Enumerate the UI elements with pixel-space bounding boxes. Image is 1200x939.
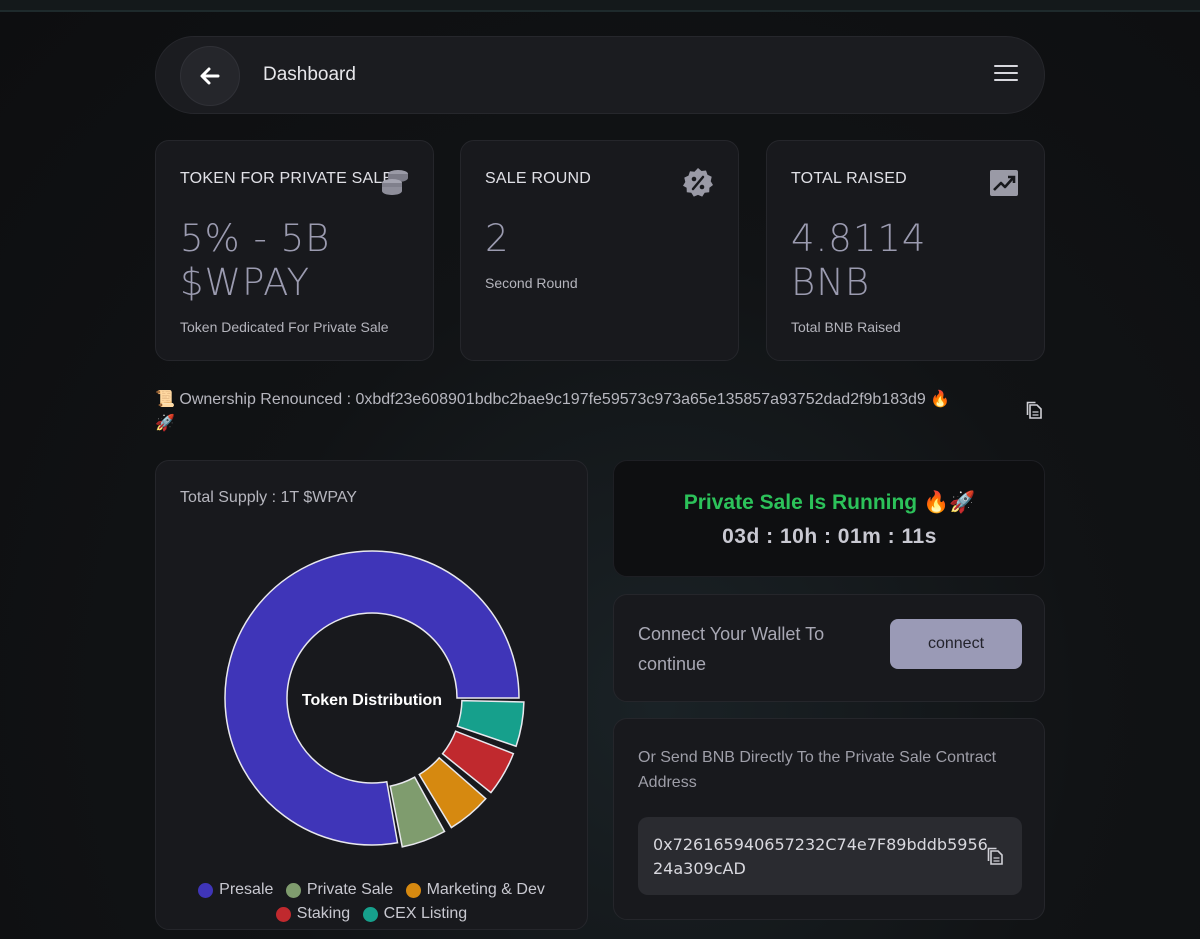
connect-wallet-text: Connect Your Wallet To continue: [638, 624, 825, 674]
legend-dot: [362, 906, 378, 922]
legend-item-presale[interactable]: Presale: [198, 881, 273, 899]
legend-dot: [275, 906, 291, 922]
stat-subtitle: Total BNB Raised: [791, 319, 901, 335]
donut-slice-cex-listing[interactable]: [456, 699, 525, 748]
donut-chart: Token Distribution: [224, 550, 525, 848]
ownership-text: Ownership Renounced : 0xbdf23e608901bdbc…: [179, 391, 926, 408]
stat-value-line: 4.8114: [791, 217, 927, 260]
stat-card-total-raised: TOTAL RAISED 4.8114 BNB Total BNB Raised: [766, 140, 1045, 361]
menu-button[interactable]: [994, 65, 1018, 85]
chart-legend-row-2: Staking CEX Listing: [156, 905, 587, 927]
stat-value: 2: [485, 217, 510, 261]
menu-line: [994, 79, 1018, 81]
contract-address[interactable]: 0x726165940657232C74e7F89bddb595624a309c…: [653, 835, 988, 878]
legend-item-staking[interactable]: Staking: [275, 905, 351, 923]
legend-label: Presale: [219, 881, 274, 898]
legend-item-marketing-dev[interactable]: Marketing & Dev: [405, 881, 545, 899]
stat-value-line: 2: [485, 217, 510, 260]
menu-line: [994, 65, 1018, 67]
stat-subtitle: Second Round: [485, 275, 578, 291]
donut-slice-staking[interactable]: [441, 730, 515, 794]
ownership-renounced: 📜 Ownership Renounced : 0xbdf23e608901bd…: [155, 388, 985, 436]
total-supply-label: Total Supply : 1T $WPAY: [180, 489, 357, 506]
coins-stack-icon: [382, 170, 408, 195]
countdown-timer: 03d : 10h : 01m : 11s: [722, 525, 937, 548]
connect-button[interactable]: connect: [890, 619, 1022, 669]
legend-dot: [285, 882, 301, 898]
contract-address-box: 0x726165940657232C74e7F89bddb595624a309c…: [638, 817, 1022, 895]
donut-slice-presale[interactable]: [224, 550, 520, 846]
rocket-emoji: 🚀: [155, 415, 175, 432]
token-distribution-card: Total Supply : 1T $WPAY Token Distributi…: [155, 460, 588, 930]
sale-status-title: Private Sale Is Running 🔥🚀: [683, 491, 976, 514]
copy-icon[interactable]: [987, 847, 1004, 866]
header-bar: Dashboard: [155, 36, 1045, 114]
stat-value: 5% - 5B $WPAY: [180, 217, 330, 305]
legend-label: Marketing & Dev: [426, 881, 545, 898]
arrow-left-icon: [200, 67, 220, 85]
page-title: Dashboard: [263, 64, 356, 85]
stat-value: 4.8114 BNB: [791, 217, 926, 305]
scroll-emoji: 📜: [155, 391, 175, 408]
top-border: [0, 0, 1200, 12]
percent-badge-icon: [683, 168, 713, 197]
legend-dot: [405, 882, 421, 898]
stat-title: SALE ROUND: [485, 170, 592, 187]
stat-value-line: 5% - 5B: [180, 217, 331, 260]
legend-item-private-sale[interactable]: Private Sale: [285, 881, 394, 899]
direct-send-text: Or Send BNB Directly To the Private Sale…: [638, 749, 997, 791]
legend-item-cex-listing[interactable]: CEX Listing: [362, 905, 468, 923]
direct-send-card: Or Send BNB Directly To the Private Sale…: [613, 718, 1045, 920]
stat-card-sale-round: SALE ROUND 2 Second Round: [460, 140, 739, 361]
chart-legend: Presale Private Sale Marketing & Dev: [156, 881, 587, 903]
menu-line: [994, 72, 1018, 74]
legend-dot: [198, 882, 214, 898]
stat-value-line: BNB: [791, 261, 871, 304]
stat-title: TOTAL RAISED: [791, 170, 907, 187]
sale-status-card: Private Sale Is Running 🔥🚀 03d : 10h : 0…: [613, 460, 1045, 577]
donut-slice-private-sale[interactable]: [389, 776, 446, 848]
legend-label: Staking: [296, 905, 351, 922]
legend-label: CEX Listing: [383, 905, 468, 922]
legend-label: Private Sale: [306, 881, 394, 898]
stat-title: TOKEN FOR PRIVATE SALE: [180, 170, 394, 187]
copy-icon[interactable]: [1026, 401, 1043, 420]
donut-slice-marketing-dev[interactable]: [418, 756, 487, 829]
stat-subtitle: Token Dedicated For Private Sale: [180, 319, 389, 335]
back-button[interactable]: [180, 46, 240, 106]
fire-emoji: 🔥: [930, 391, 951, 408]
trending-up-chart-icon: [990, 170, 1018, 196]
donut-center-label: Token Distribution: [302, 692, 442, 709]
stat-value-line: $WPAY: [180, 261, 311, 304]
stat-card-token-private-sale: TOKEN FOR PRIVATE SALE 5% - 5B $WPAY Tok…: [155, 140, 434, 361]
connect-wallet-card: Connect Your Wallet To continue connect: [613, 594, 1045, 702]
